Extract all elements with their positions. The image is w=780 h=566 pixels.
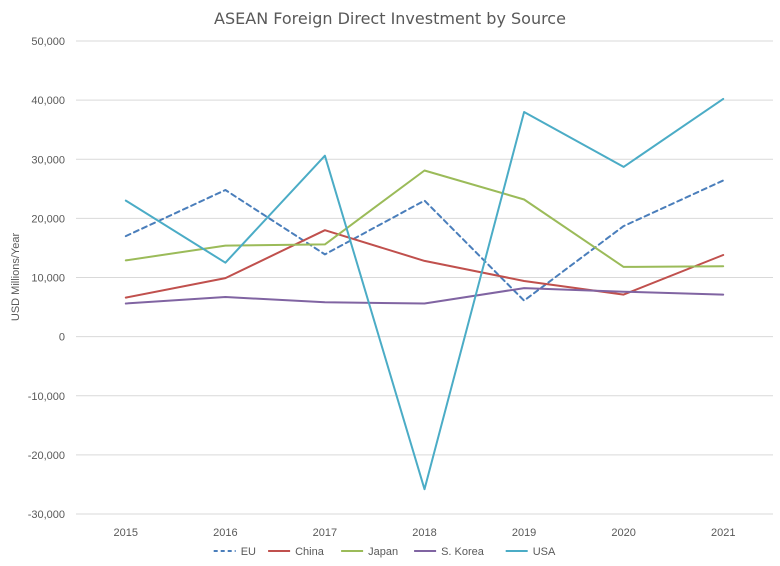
legend-label: EU [241,546,256,558]
y-tick-label: 30,000 [31,154,65,166]
series-lines [124,97,725,491]
y-tick-label: -30,000 [28,509,65,521]
x-tick-label: 2015 [114,527,138,539]
y-tick-label: -10,000 [28,391,65,403]
gridlines [76,40,773,515]
series-line-usa [124,97,725,491]
y-tick-label: 10,000 [31,273,65,285]
chart-title: ASEAN Foreign Direct Investment by Sourc… [214,9,566,28]
x-tick-label: 2020 [611,527,635,539]
y-axis-ticks: 50,000 40,000 30,000 20,000 10,000 0 -10,000 -2… [28,36,65,521]
legend-label: Japan [368,546,398,558]
x-tick-label: 2016 [213,527,237,539]
y-tick-label: 0 [59,332,65,344]
legend-label: China [295,546,325,558]
legend: EU China Japan S. Korea USA [213,546,556,558]
series-line-eu [124,179,725,302]
x-tick-label: 2021 [711,527,735,539]
y-tick-label: 50,000 [31,36,65,48]
y-tick-label: 40,000 [31,95,65,107]
x-tick-label: 2017 [313,527,337,539]
series-line-china [124,229,725,299]
legend-label: S. Korea [441,546,485,558]
y-tick-label: 20,000 [31,213,65,225]
y-tick-label: -20,000 [28,450,65,462]
series-line-s-korea [124,287,725,305]
x-axis-ticks: 2015 2016 2017 2018 2019 2020 2021 [114,527,736,539]
series-line-japan [124,169,725,268]
y-axis-label: USD Millions/Year [10,233,22,322]
x-tick-label: 2018 [412,527,436,539]
legend-label: USA [533,546,556,558]
x-tick-label: 2019 [512,527,536,539]
